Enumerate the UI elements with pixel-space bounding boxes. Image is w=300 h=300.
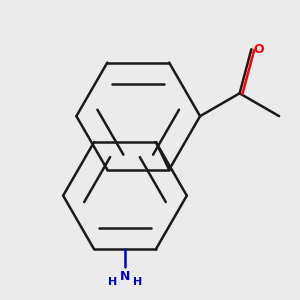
Text: O: O (254, 43, 264, 56)
Text: H: H (133, 277, 142, 286)
Text: H: H (108, 277, 117, 286)
Text: N: N (120, 270, 130, 283)
